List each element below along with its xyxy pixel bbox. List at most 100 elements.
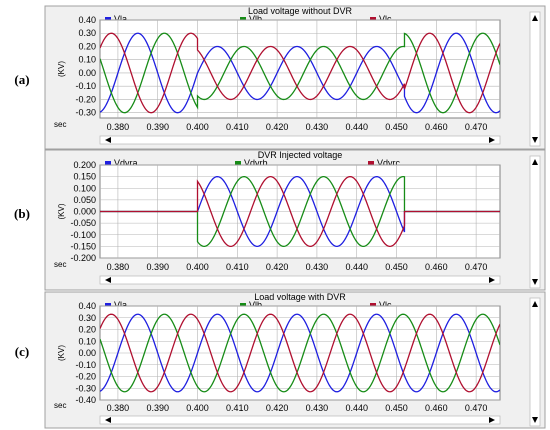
y-tick-label: -0.150 xyxy=(70,241,96,251)
series-line-vdvrc xyxy=(100,175,500,248)
horizontal-scrollbar[interactable] xyxy=(99,275,501,285)
vertical-scrollbar[interactable] xyxy=(529,297,541,427)
y-tick-label: 0.30 xyxy=(78,313,96,323)
arrow-right-icon[interactable] xyxy=(489,137,495,143)
arrow-left-icon[interactable] xyxy=(105,417,111,423)
y-tick-label: -0.40 xyxy=(75,395,96,405)
legend-label: Vla xyxy=(114,14,127,24)
legend-label: Vlb xyxy=(249,300,262,310)
series-line-vlc xyxy=(100,313,500,393)
y-tick-label: -0.10 xyxy=(75,81,96,91)
y-tick-label: 0.40 xyxy=(78,301,96,311)
legend-label: Vlc xyxy=(379,14,392,24)
arrow-down-icon[interactable] xyxy=(532,279,538,285)
x-tick-label: 0.390 xyxy=(146,403,169,413)
horizontal-scrollbar[interactable] xyxy=(99,415,501,425)
y-tick-label: -0.30 xyxy=(75,108,96,118)
x-tick-label: 0.450 xyxy=(385,262,408,272)
legend-swatch xyxy=(105,303,111,307)
series-line-vlb xyxy=(100,313,500,393)
legend-swatch xyxy=(370,303,376,307)
series-line-vla xyxy=(100,313,500,393)
legend-label: Vla xyxy=(114,300,127,310)
panel-label: (b) xyxy=(14,206,30,221)
arrow-left-icon[interactable] xyxy=(105,137,111,143)
x-tick-label: 0.380 xyxy=(107,262,130,272)
y-tick-label: 0.100 xyxy=(73,183,96,193)
arrow-up-icon[interactable] xyxy=(532,301,538,307)
y-tick-label: 0.20 xyxy=(78,325,96,335)
chart-panel-3: (c) Load voltage with DVR Vla Vlb Vlc 0.40 0.3… xyxy=(15,291,546,429)
series-line-vlc xyxy=(100,32,500,114)
y-axis-label: (KV) xyxy=(57,203,66,219)
y-tick-label: -0.050 xyxy=(70,218,96,228)
x-tick-label: 0.410 xyxy=(226,403,249,413)
y-tick-label: 0.30 xyxy=(78,28,96,38)
x-tick-label: 0.430 xyxy=(306,262,329,272)
y-tick-label: 0.00 xyxy=(78,68,96,78)
arrow-right-icon[interactable] xyxy=(489,277,495,283)
y-tick-label: 0.00 xyxy=(78,348,96,358)
legend-label: Vdvrb xyxy=(244,158,268,168)
chart-title: Load voltage with DVR xyxy=(254,292,346,302)
arrow-left-icon[interactable] xyxy=(105,277,111,283)
legend-swatch xyxy=(240,17,246,21)
y-tick-label: -0.20 xyxy=(75,372,96,382)
x-tick-label: 0.440 xyxy=(345,122,368,132)
y-tick-label: 0.200 xyxy=(73,160,96,170)
legend-swatch xyxy=(368,161,374,165)
legend-label: Vdvra xyxy=(114,158,138,168)
y-tick-label: 0.050 xyxy=(73,195,96,205)
arrow-down-icon[interactable] xyxy=(532,417,538,423)
chart-panel-2: (b) DVR Injected voltage Vdvra Vdvrb Vdvrc 0.… xyxy=(14,149,546,291)
arrow-down-icon[interactable] xyxy=(532,137,538,143)
vertical-scrollbar[interactable] xyxy=(529,155,541,289)
chart-panel-1: (a) Load voltage without DVR Vla Vlb Vlc 0.40… xyxy=(14,5,546,150)
y-tick-label: 0.10 xyxy=(78,55,96,65)
x-tick-label: 0.460 xyxy=(425,122,448,132)
y-tick-label: -0.100 xyxy=(70,230,96,240)
y-tick-label: 0.10 xyxy=(78,336,96,346)
arrow-up-icon[interactable] xyxy=(532,15,538,21)
x-tick-label: 0.470 xyxy=(465,122,488,132)
vertical-scrollbar[interactable] xyxy=(529,11,541,147)
legend-label: Vlc xyxy=(379,300,392,310)
chart-title: DVR Injected voltage xyxy=(258,150,343,160)
y-tick-label: -0.20 xyxy=(75,94,96,104)
x-tick-label: 0.410 xyxy=(226,122,249,132)
arrow-up-icon[interactable] xyxy=(532,159,538,165)
horizontal-scrollbar[interactable] xyxy=(99,135,501,145)
chart-title: Load voltage without DVR xyxy=(248,6,353,16)
y-axis-label: (KV) xyxy=(57,345,66,361)
x-tick-label: 0.400 xyxy=(186,262,209,272)
x-tick-label: 0.390 xyxy=(146,262,169,272)
y-tick-label: -0.200 xyxy=(70,253,96,263)
x-axis-label: sec xyxy=(54,260,66,269)
panel-label: (c) xyxy=(15,344,29,359)
legend-swatch xyxy=(105,161,111,165)
x-tick-label: 0.380 xyxy=(107,122,130,132)
y-axis-label: (KV) xyxy=(57,61,66,77)
legend-label: Vlb xyxy=(249,14,262,24)
y-tick-label: -0.30 xyxy=(75,383,96,393)
x-tick-label: 0.400 xyxy=(186,403,209,413)
y-tick-label: 0.000 xyxy=(73,207,96,217)
x-tick-label: 0.470 xyxy=(465,403,488,413)
y-tick-label: -0.10 xyxy=(75,360,96,370)
legend-swatch xyxy=(240,303,246,307)
x-axis-label: sec xyxy=(54,120,66,129)
x-tick-label: 0.380 xyxy=(107,403,130,413)
arrow-right-icon[interactable] xyxy=(489,417,495,423)
series-line-vla xyxy=(100,32,500,114)
y-tick-label: 0.40 xyxy=(78,15,96,25)
legend-swatch xyxy=(370,17,376,21)
x-tick-label: 0.400 xyxy=(186,122,209,132)
panel-label: (a) xyxy=(14,72,29,87)
x-tick-label: 0.390 xyxy=(146,122,169,132)
x-tick-label: 0.460 xyxy=(425,403,448,413)
x-tick-label: 0.410 xyxy=(226,262,249,272)
x-tick-label: 0.430 xyxy=(306,122,329,132)
legend-label: Vdvrc xyxy=(377,158,401,168)
x-tick-label: 0.420 xyxy=(266,262,289,272)
